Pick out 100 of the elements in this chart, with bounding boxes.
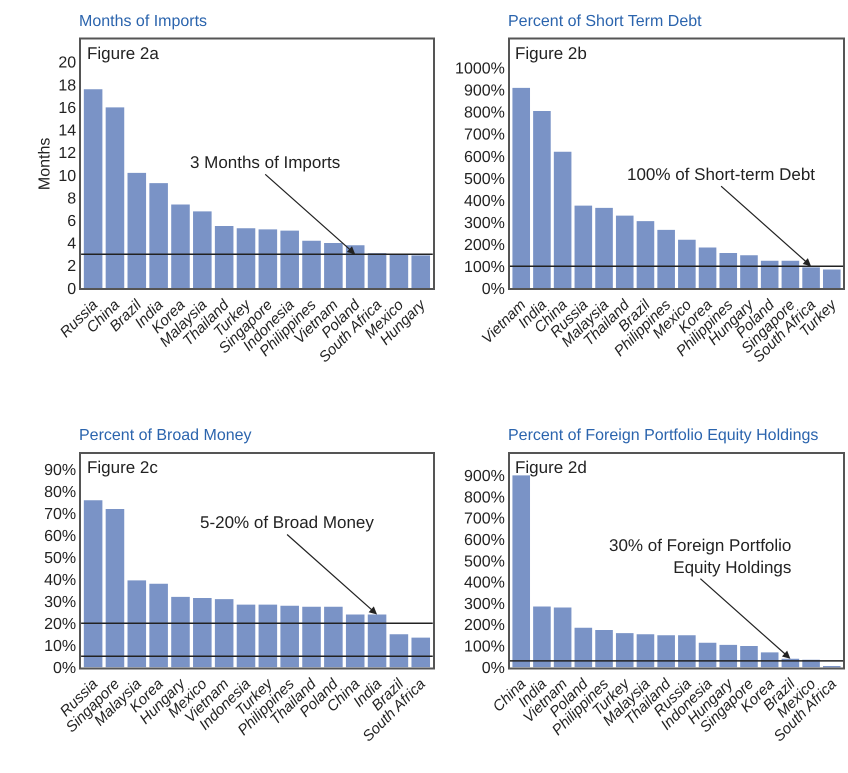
chart-title: Percent of Short Term Debt [508,13,702,30]
bar [324,242,343,288]
bar [760,260,778,288]
y-tick-label: 0 [67,280,76,298]
y-tick-label: 100% [464,258,505,276]
annotation: Figure 2b [515,44,587,63]
bar [149,183,168,288]
y-tick-label: 0% [482,280,505,298]
annotation: 100% of Short-term Debt [627,165,816,184]
bar [84,89,102,288]
bar [574,628,592,668]
bar [302,606,321,668]
bar [368,614,386,668]
bar [636,634,654,668]
y-tick-label: 600% [464,532,505,549]
bar [719,253,738,288]
bar [368,253,386,288]
bar [324,606,343,668]
y-tick-label: 0% [482,660,505,677]
chart-title: Percent of Broad Money [79,427,252,444]
annotation: Figure 2a [87,44,160,63]
bar [236,228,256,288]
bar [411,255,430,288]
bar [533,606,551,668]
y-tick-label: 200% [464,617,505,634]
bar [698,248,716,288]
bar [193,598,212,668]
y-tick-label: 800% [464,489,505,506]
bar [214,599,234,668]
y-tick-label: 2 [67,258,76,276]
bar [84,500,102,668]
bar [822,270,841,288]
y-tick-label: 100% [464,638,505,656]
bar [678,240,696,288]
bar [595,630,613,668]
bar [512,475,530,668]
y-tick-label: 60% [44,528,76,545]
y-axis-title: Months [36,138,54,190]
y-tick-label: 16 [58,100,76,117]
y-tick-label: 0% [53,660,76,677]
bar [128,580,146,668]
y-tick-label: 300% [464,596,505,613]
bar [719,644,738,668]
bar [193,211,212,288]
y-tick-label: 30% [44,594,76,611]
bar [171,204,190,288]
y-tick-label: 80% [44,484,76,502]
y-tick-label: 50% [44,550,76,567]
bar [802,267,820,288]
bar [782,260,800,288]
y-tick-label: 400% [464,192,505,210]
annotation: 5-20% of Broad Money [200,513,374,532]
bar [258,604,278,668]
y-tick-label: 6 [67,212,76,230]
y-tick-label: 800% [464,104,505,122]
y-tick-label: 4 [67,236,76,253]
bar [512,88,530,288]
bar [106,509,124,668]
bar [390,634,408,668]
y-tick-label: 200% [464,236,505,254]
bar [258,229,278,288]
y-tick-label: 500% [464,553,505,570]
chart-title: Percent of Foreign Portfolio Equity Holdings [508,427,818,444]
y-tick-label: 70% [44,506,76,523]
y-tick-label: 900% [464,468,505,485]
bar [280,606,299,668]
y-tick-label: 40% [44,572,76,589]
annotation: 30% of Foreign Portfolio Equity Holdings [609,536,792,578]
bar [657,230,675,288]
bar [657,635,675,668]
y-tick-label: 600% [464,148,505,166]
y-tick-label: 12 [58,145,76,162]
bar [236,604,256,668]
bar [616,633,634,668]
y-tick-label: 8 [67,190,76,208]
bar [678,635,696,668]
y-tick-label: 14 [58,122,76,140]
bar [280,230,299,288]
y-tick-label: 500% [464,170,505,188]
y-tick-label: 10 [58,168,76,185]
bar [302,240,321,288]
bar [636,221,654,288]
bar [595,208,613,288]
bar [214,226,234,288]
annotation: Figure 2d [515,458,587,477]
bar [740,255,758,288]
y-tick-label: 20% [44,616,76,633]
y-tick-label: 900% [464,82,505,100]
y-tick-label: 10% [44,638,76,655]
y-tick-label: 1000% [455,60,505,78]
bar [106,107,124,288]
bar [533,111,551,288]
bar [411,638,430,668]
bar [740,646,758,668]
bar [574,206,592,288]
bar [616,216,634,288]
y-tick-label: 400% [464,574,505,592]
bar [554,608,572,668]
bar [390,254,408,288]
bar [554,152,572,288]
